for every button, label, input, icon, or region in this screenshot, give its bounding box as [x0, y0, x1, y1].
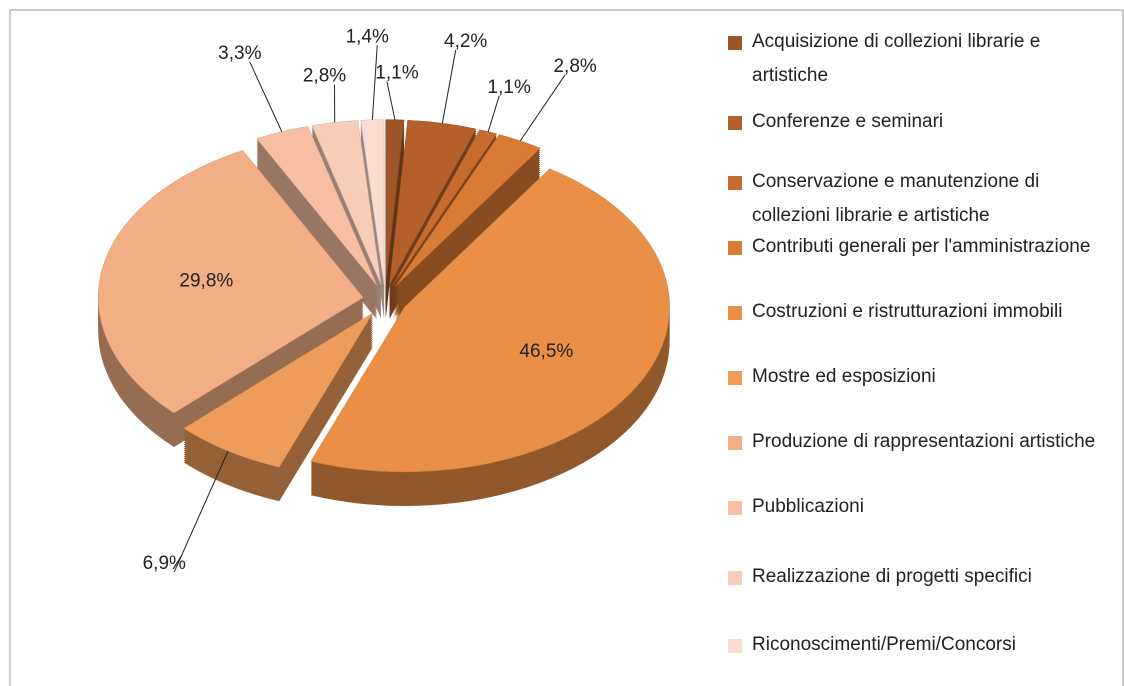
legend-entry: Riconoscimenti/Premi/Concorsi	[728, 628, 1108, 662]
leader-line	[249, 61, 283, 132]
legend-swatch	[728, 371, 742, 385]
legend-swatch	[728, 116, 742, 130]
legend-entry: Realizzazione di progetti specifici	[728, 560, 1108, 594]
data-label: 1,1%	[488, 77, 531, 98]
data-label: 4,2%	[444, 31, 487, 52]
data-label: 1,1%	[375, 62, 418, 83]
data-label: 29,8%	[179, 271, 233, 292]
legend-entry: Produzione di rappresentazioni artistich…	[728, 425, 1108, 459]
legend-label: Conservazione e manutenzione di collezio…	[752, 171, 1040, 226]
legend-label: Pubblicazioni	[752, 496, 864, 517]
legend-swatch	[728, 501, 742, 515]
legend-entry: Mostre ed esposizioni	[728, 360, 1108, 394]
legend-label: Riconoscimenti/Premi/Concorsi	[752, 634, 1016, 655]
leader-line	[441, 50, 457, 124]
chart-border	[9, 9, 1124, 686]
legend-swatch	[728, 436, 742, 450]
legend-swatch	[728, 176, 742, 190]
leader-line	[519, 74, 566, 142]
legend-swatch	[728, 36, 742, 50]
legend-entry: Conservazione e manutenzione di collezio…	[728, 165, 1108, 233]
legend-entry: Pubblicazioni	[728, 490, 1108, 524]
legend-label: Produzione di rappresentazioni artistich…	[752, 431, 1096, 452]
leader-line	[487, 95, 500, 132]
data-label: 3,3%	[218, 43, 261, 64]
legend-swatch	[728, 571, 742, 585]
slice	[98, 150, 364, 414]
leader-line	[173, 450, 229, 573]
legend-label: Acquisizione di collezioni librarie e ar…	[752, 31, 1041, 86]
slice	[183, 312, 374, 468]
legend-entry: Contributi generali per l'amministrazion…	[728, 230, 1108, 264]
legend-label: Mostre ed esposizioni	[752, 366, 936, 387]
slice	[256, 126, 378, 286]
legend-label: Realizzazione di progetti specifici	[752, 566, 1032, 587]
data-label: 2,8%	[553, 56, 596, 77]
legend-label: Conferenze e seminari	[752, 111, 944, 132]
legend-entry: Acquisizione di collezioni librarie e ar…	[728, 25, 1108, 93]
legend-swatch	[728, 306, 742, 320]
data-label: 6,9%	[143, 553, 186, 574]
data-label: 46,5%	[519, 341, 573, 362]
legend-entry: Costruzioni e ristrutturazioni immobili	[728, 295, 1108, 329]
legend-label: Costruzioni e ristrutturazioni immobili	[752, 301, 1063, 322]
legend-swatch	[728, 639, 742, 653]
leader-line	[371, 45, 378, 120]
legend-swatch	[728, 241, 742, 255]
data-label: 1,4%	[346, 26, 389, 47]
legend-label: Contributi generali per l'amministrazion…	[752, 236, 1091, 257]
legend-entry: Conferenze e seminari	[728, 105, 1108, 139]
slice	[310, 168, 670, 473]
leader-line	[386, 81, 396, 120]
data-label: 2,8%	[303, 66, 346, 87]
